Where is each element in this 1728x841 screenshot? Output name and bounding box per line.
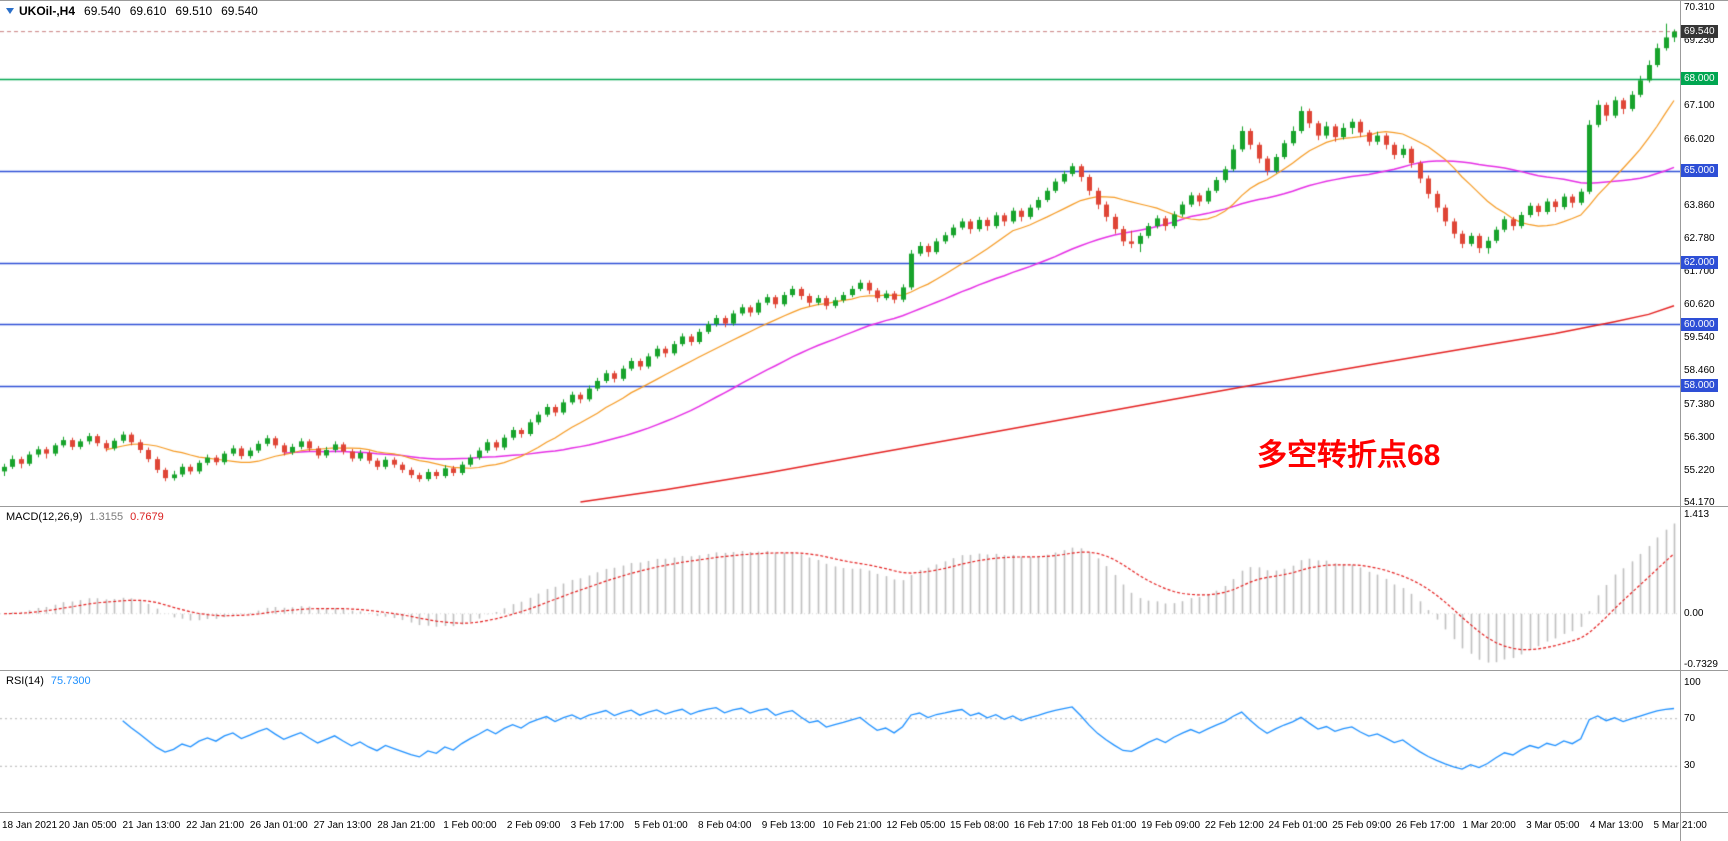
- time-axis-label: 9 Feb 13:00: [761, 820, 816, 831]
- time-axis-label: 3 Feb 17:00: [570, 820, 624, 831]
- symbol-timeframe-label: UKOil-,H4: [19, 4, 76, 18]
- macd-signal-value: 0.7679: [130, 511, 164, 523]
- time-axis-label: 24 Feb 01:00: [1268, 820, 1328, 831]
- rsi-indicator-canvas[interactable]: [0, 671, 1680, 812]
- rsi-name: RSI(14): [6, 675, 44, 687]
- price-axis-label: 59.540: [1684, 332, 1715, 344]
- macd-name: MACD(12,26,9): [6, 511, 83, 523]
- time-axis-label: 5 Mar 21:00: [1653, 820, 1707, 831]
- time-axis-label: 4 Mar 13:00: [1589, 820, 1644, 831]
- ohlc-low: 69.510: [175, 4, 213, 18]
- price-axis-label: 57.380: [1684, 398, 1715, 410]
- rsi-indicator-label: RSI(14) 75.7300: [6, 675, 91, 687]
- rsi-timeaxis-divider: [0, 812, 1728, 813]
- symbol-icon: [6, 8, 14, 14]
- price-axis-label: 66.020: [1684, 133, 1715, 145]
- time-axis-label: 22 Feb 12:00: [1204, 820, 1264, 831]
- ohlc-open: 69.540: [84, 4, 121, 18]
- price-axis-badge: 60.000: [1681, 317, 1718, 331]
- price-axis-label: 58.460: [1684, 365, 1715, 377]
- time-axis-label: 19 Feb 09:00: [1141, 820, 1201, 831]
- time-axis-label: 20 Jan 05:00: [58, 820, 117, 831]
- rsi-value: 75.7300: [50, 675, 91, 687]
- time-axis-label: 25 Feb 09:00: [1332, 820, 1392, 831]
- rsi-axis-label: 70: [1684, 712, 1696, 724]
- macd-axis-label: 0.00: [1684, 607, 1704, 619]
- price-axis-badge: 58.000: [1681, 379, 1718, 393]
- price-axis-label: 63.860: [1684, 199, 1715, 211]
- macd-axis-label: -0.7329: [1684, 659, 1718, 670]
- price-axis-label: 70.310: [1684, 2, 1715, 13]
- time-axis-label: 3 Mar 05:00: [1526, 820, 1580, 831]
- rsi-axis-label: 100: [1684, 677, 1701, 688]
- chart-title: UKOil-,H4 69.540 69.610 69.510 69.540: [6, 4, 258, 18]
- time-axis-label: 1 Mar 20:00: [1462, 820, 1516, 831]
- main-macd-divider[interactable]: [0, 506, 1728, 507]
- time-axis-label: 26 Feb 17:00: [1395, 820, 1455, 831]
- price-axis-badge: 69.540: [1681, 25, 1718, 39]
- time-axis-label: 16 Feb 17:00: [1013, 820, 1073, 831]
- price-axis-label: 62.780: [1684, 232, 1715, 244]
- price-axis-label: 61.700: [1684, 266, 1715, 278]
- time-axis-label: 15 Feb 08:00: [950, 820, 1009, 831]
- macd-main-value: 1.3155: [89, 511, 124, 523]
- ohlc-close: 69.540: [221, 4, 258, 18]
- price-axis-label: 54.170: [1684, 497, 1715, 508]
- time-axis-label: 8 Feb 04:00: [698, 820, 752, 831]
- price-axis-label: 67.100: [1684, 100, 1715, 112]
- price-axis-badge: 65.000: [1681, 164, 1718, 178]
- time-axis-label: 12 Feb 05:00: [886, 820, 946, 831]
- time-axis-label: 5 Feb 01:00: [634, 820, 688, 831]
- macd-indicator-label: MACD(12,26,9) 1.3155 0.7679: [6, 511, 164, 523]
- chart-top-border: [0, 0, 1728, 1]
- time-axis-label: 18 Feb 01:00: [1077, 820, 1137, 831]
- time-axis-label: 2 Feb 09:00: [506, 820, 561, 831]
- time-axis-label: 10 Feb 21:00: [822, 820, 882, 831]
- price-axis-label: 69.230: [1684, 35, 1715, 47]
- ohlc-high: 69.610: [129, 4, 167, 18]
- macd-indicator-canvas[interactable]: [0, 507, 1680, 670]
- macd-axis-label: 1.413: [1684, 509, 1710, 520]
- rsi-axis-label: 30: [1684, 760, 1696, 772]
- price-axis-label: 56.300: [1684, 431, 1715, 443]
- time-axis-label: 21 Jan 13:00: [122, 820, 181, 831]
- time-axis-label: 27 Jan 13:00: [313, 820, 372, 831]
- price-axis-divider: [1680, 0, 1681, 841]
- price-axis-label: 60.620: [1684, 299, 1715, 311]
- time-axis-label: 22 Jan 21:00: [186, 820, 245, 831]
- price-axis-label: 55.220: [1684, 464, 1715, 476]
- price-axis-badge: 68.000: [1681, 72, 1718, 86]
- macd-rsi-divider[interactable]: [0, 670, 1728, 671]
- candlestick-chart-canvas[interactable]: [0, 0, 1680, 506]
- time-axis-label: 1 Feb 00:00: [443, 820, 497, 831]
- time-axis-label: 18 Jan 2021: [2, 820, 58, 831]
- time-axis-label: 26 Jan 01:00: [249, 820, 308, 831]
- price-axis-badge: 62.000: [1681, 256, 1718, 270]
- chart-annotation-text: 多空转折点68: [1257, 439, 1441, 472]
- time-axis-label: 28 Jan 21:00: [377, 820, 436, 831]
